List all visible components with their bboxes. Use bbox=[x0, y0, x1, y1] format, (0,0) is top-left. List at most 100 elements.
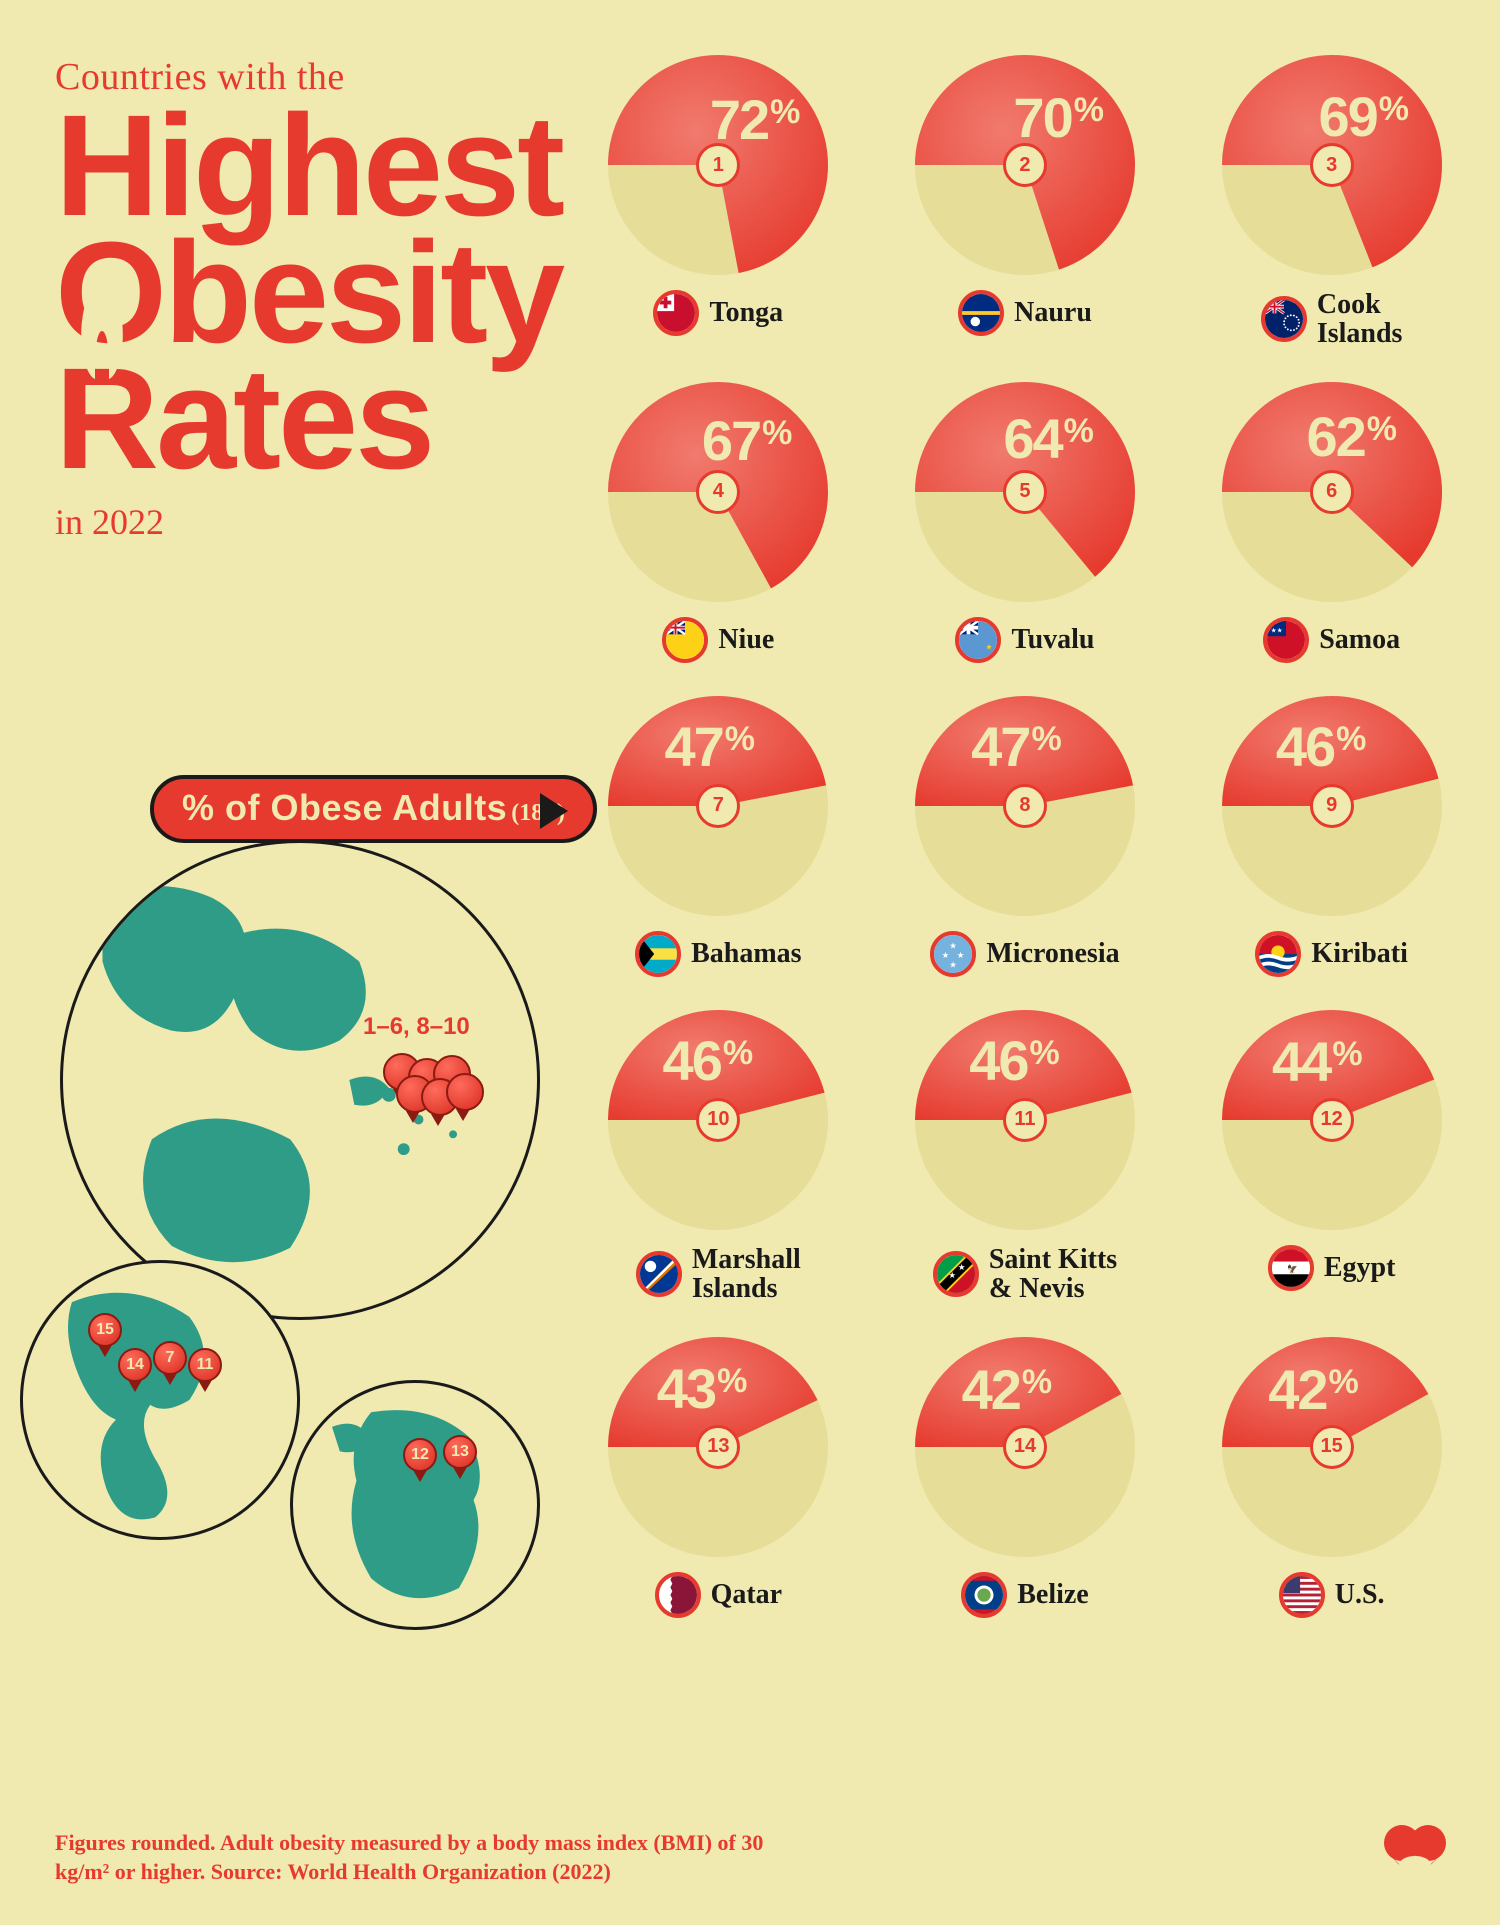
rank-badge: 5 bbox=[1003, 470, 1047, 514]
svg-text:★: ★ bbox=[948, 1270, 956, 1280]
flag-icon bbox=[961, 1572, 1007, 1618]
country-cell: 7 47% Bahamas bbox=[580, 691, 857, 977]
pie-chart: 2 70% bbox=[910, 50, 1140, 280]
globes-area: 1–6, 8–10 15 14 7 11 12 13 bbox=[20, 840, 590, 1650]
country-row: Bahamas bbox=[635, 931, 801, 977]
flag-icon bbox=[636, 1251, 682, 1297]
map-pin-icon bbox=[446, 1073, 480, 1117]
pie-chart: 8 47% bbox=[910, 691, 1140, 921]
country-row: ★★ Saint Kitts & Nevis bbox=[933, 1245, 1117, 1304]
pct-label: 69% bbox=[1319, 84, 1408, 149]
brand-logo-icon bbox=[1380, 1821, 1450, 1891]
country-cell: 11 46% ★★ Saint Kitts & Nevis bbox=[887, 1005, 1164, 1304]
pie-chart: 5 64% bbox=[910, 377, 1140, 607]
country-cell: 8 47% ★★★★ Micronesia bbox=[887, 691, 1164, 977]
flag-icon bbox=[635, 931, 681, 977]
rank-badge: 9 bbox=[1310, 784, 1354, 828]
flag-icon bbox=[662, 617, 708, 663]
flag-icon bbox=[958, 290, 1004, 336]
country-name: U.S. bbox=[1335, 1580, 1385, 1609]
country-name: Saint Kitts & Nevis bbox=[989, 1245, 1117, 1304]
country-name: Tonga bbox=[709, 298, 783, 327]
flag-icon: ★ bbox=[955, 617, 1001, 663]
pct-label: 44% bbox=[1272, 1029, 1361, 1094]
country-name: Nauru bbox=[1014, 298, 1092, 327]
globe-pacific: 1–6, 8–10 bbox=[60, 840, 540, 1320]
rank-badge: 7 bbox=[696, 784, 740, 828]
pie-chart: 13 43% bbox=[603, 1332, 833, 1562]
rank-badge: 10 bbox=[696, 1098, 740, 1142]
pie-chart: 4 67% bbox=[603, 377, 833, 607]
rank-badge: 3 bbox=[1310, 143, 1354, 187]
flag-icon bbox=[1255, 931, 1301, 977]
svg-text:★: ★ bbox=[950, 959, 958, 969]
country-name: Bahamas bbox=[691, 939, 801, 968]
rank-badge: 12 bbox=[1310, 1098, 1354, 1142]
pie-chart: 11 46% bbox=[910, 1005, 1140, 1235]
pie-chart: 14 42% bbox=[910, 1332, 1140, 1562]
title-block: Countries with the Highest Obesity Rates… bbox=[55, 55, 575, 543]
pct-label: 70% bbox=[1013, 85, 1102, 150]
country-cell: 4 67% Niue bbox=[580, 377, 857, 663]
svg-text:★: ★ bbox=[942, 950, 950, 960]
pct-label: 42% bbox=[962, 1357, 1051, 1422]
map-pin-14: 14 bbox=[118, 1348, 152, 1392]
flag-icon bbox=[655, 1572, 701, 1618]
country-cell: 2 70% Nauru bbox=[887, 50, 1164, 349]
country-row: ★★ Samoa bbox=[1263, 617, 1400, 663]
pie-chart: 1 72% bbox=[603, 50, 833, 280]
country-row: Qatar bbox=[655, 1572, 783, 1618]
country-cell: 10 46% MarshallIslands bbox=[580, 1005, 857, 1304]
cluster-label: 1–6, 8–10 bbox=[363, 1013, 470, 1041]
country-row: Niue bbox=[662, 617, 774, 663]
pie-chart: 6 62% bbox=[1217, 377, 1447, 607]
country-row: Kiribati bbox=[1255, 931, 1407, 977]
legend-pill: % of Obese Adults (18+) bbox=[150, 775, 597, 843]
globe-americas: 15 14 7 11 bbox=[20, 1260, 300, 1540]
country-row: MarshallIslands bbox=[636, 1245, 801, 1304]
pie-chart: 12 44% bbox=[1217, 1005, 1447, 1235]
pct-label: 47% bbox=[664, 714, 753, 779]
legend-arrow-icon bbox=[540, 793, 568, 829]
svg-text:★: ★ bbox=[958, 1262, 966, 1272]
rank-badge: 6 bbox=[1310, 470, 1354, 514]
rank-badge: 8 bbox=[1003, 784, 1047, 828]
pct-label: 72% bbox=[710, 87, 799, 152]
country-row: Belize bbox=[961, 1572, 1089, 1618]
flag-icon: ★★ bbox=[1263, 617, 1309, 663]
svg-text:★★: ★★ bbox=[1271, 626, 1283, 634]
flag-icon bbox=[653, 290, 699, 336]
svg-text:★: ★ bbox=[986, 642, 993, 651]
country-cell: 14 42% Belize bbox=[887, 1332, 1164, 1618]
flag-icon bbox=[1261, 296, 1307, 342]
title-sub: in 2022 bbox=[55, 501, 575, 543]
country-cell: 6 62% ★★ Samoa bbox=[1193, 377, 1470, 663]
country-row: CookIslands bbox=[1261, 290, 1403, 349]
country-row: Nauru bbox=[958, 290, 1092, 336]
map-pin-12: 12 bbox=[403, 1438, 437, 1482]
title-main: Highest Obesity Rates bbox=[55, 103, 575, 483]
rank-badge: 11 bbox=[1003, 1098, 1047, 1142]
pct-label: 46% bbox=[663, 1028, 752, 1093]
pct-label: 64% bbox=[1003, 406, 1092, 471]
map-pin-15: 15 bbox=[88, 1313, 122, 1357]
country-name: Niue bbox=[718, 625, 774, 654]
svg-text:🦅: 🦅 bbox=[1287, 1263, 1298, 1274]
country-name: Egypt bbox=[1324, 1253, 1396, 1282]
country-cell: 13 43% Qatar bbox=[580, 1332, 857, 1618]
rank-badge: 14 bbox=[1003, 1425, 1047, 1469]
pie-chart: 15 42% bbox=[1217, 1332, 1447, 1562]
pie-chart: 9 46% bbox=[1217, 691, 1447, 921]
pie-chart: 3 69% bbox=[1217, 50, 1447, 280]
country-cell: 1 72% Tonga bbox=[580, 50, 857, 349]
flag-icon: 🦅 bbox=[1268, 1245, 1314, 1291]
pie-chart: 7 47% bbox=[603, 691, 833, 921]
pct-label: 43% bbox=[657, 1356, 746, 1421]
country-name: Samoa bbox=[1319, 625, 1400, 654]
country-row: 🦅 Egypt bbox=[1268, 1245, 1396, 1291]
country-row: ★★★★ Micronesia bbox=[930, 931, 1119, 977]
pct-label: 62% bbox=[1306, 404, 1395, 469]
country-cell: 9 46% Kiribati bbox=[1193, 691, 1470, 977]
chart-grid: 1 72% Tonga 2 70% Nauru bbox=[580, 50, 1470, 1618]
legend-text: % of Obese Adults bbox=[182, 787, 507, 829]
